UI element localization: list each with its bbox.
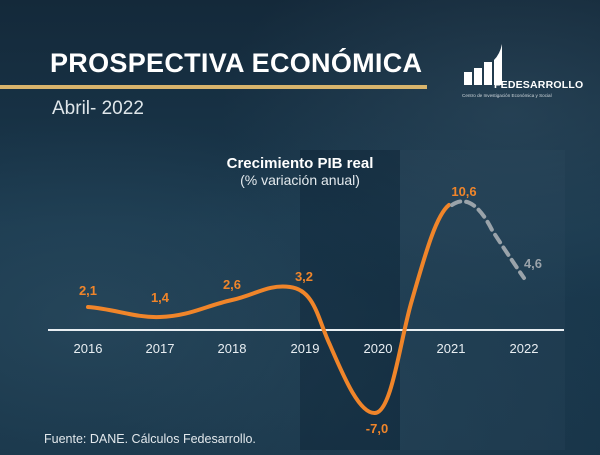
x-tick-label: 2019 xyxy=(291,341,320,356)
background-panel xyxy=(400,150,565,450)
x-tick-label: 2022 xyxy=(510,341,539,356)
page-date: Abril- 2022 xyxy=(52,98,144,119)
x-tick-label: 2016 xyxy=(74,341,103,356)
x-tick-label: 2020 xyxy=(364,341,393,356)
chart-title: Crecimiento PIB real xyxy=(226,155,374,172)
title-divider xyxy=(0,85,427,89)
page-title: PROSPECTIVA ECONÓMICA xyxy=(50,48,423,78)
data-label: 2,1 xyxy=(79,283,97,298)
x-tick-label: 2017 xyxy=(146,341,175,356)
logo-name: FEDESARROLLO xyxy=(494,79,584,91)
data-label: 1,4 xyxy=(151,290,170,305)
x-tick-label: 2018 xyxy=(218,341,247,356)
series-actual-line xyxy=(86,203,451,415)
data-label: 10,6 xyxy=(451,184,476,199)
data-label-forecast: 4,6 xyxy=(524,256,542,271)
x-tick-label: 2021 xyxy=(437,341,466,356)
data-label: 2,6 xyxy=(223,277,241,292)
bar-chart-logo-icon xyxy=(464,44,502,85)
data-label: 3,2 xyxy=(295,269,313,284)
data-label: -7,0 xyxy=(366,421,388,436)
background-panel xyxy=(300,150,400,450)
series-forecast-line xyxy=(450,199,526,280)
source-note: Fuente: DANE. Cálculos Fedesarrollo. xyxy=(44,432,256,446)
logo-tagline: Centro de Investigación Económica y Soci… xyxy=(462,93,552,98)
chart-subtitle: (% variación anual) xyxy=(240,172,360,188)
